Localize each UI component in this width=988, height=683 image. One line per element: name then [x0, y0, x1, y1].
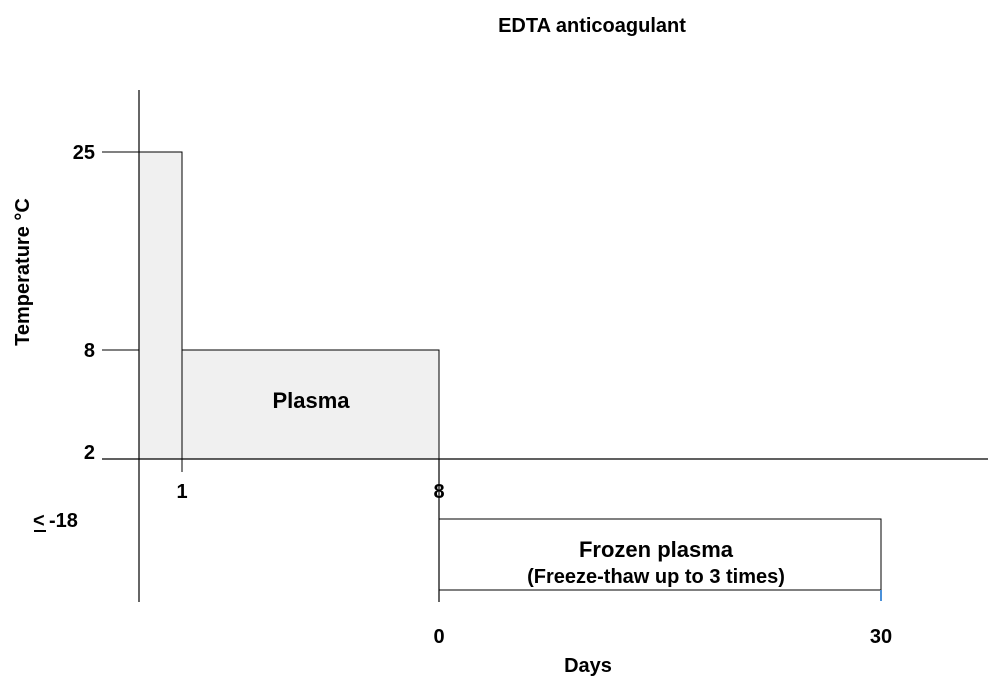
y-tick-label-2: 2 — [84, 442, 95, 464]
x-axis-label: Days — [564, 655, 612, 677]
room-temp-region — [138, 151, 183, 460]
y-tick-label-minus18: -18 — [49, 510, 78, 532]
frozen-plasma-note: (Freeze-thaw up to 3 times) — [527, 566, 785, 588]
y-tick-label-8: 8 — [84, 340, 95, 362]
frozen-plasma-region — [438, 518, 882, 591]
x-tick-label-30: 30 — [870, 626, 892, 648]
plasma-label: Plasma — [272, 388, 350, 413]
y-axis-label: Temperature °C — [12, 198, 34, 346]
frozen-plasma-label: Frozen plasma — [579, 537, 734, 562]
fridge-plasma-region — [181, 349, 440, 460]
diagram-title: EDTA anticoagulant — [498, 15, 686, 37]
x-tick-label-0: 0 — [433, 626, 444, 648]
y-tick-label-frozen: < -18 — [33, 510, 78, 532]
less-than-equal-icon: < — [33, 510, 45, 532]
x-tick-label-1: 1 — [176, 481, 187, 503]
y-tick-label-25: 25 — [73, 142, 95, 164]
x-tick-label-8: 8 — [433, 481, 444, 503]
